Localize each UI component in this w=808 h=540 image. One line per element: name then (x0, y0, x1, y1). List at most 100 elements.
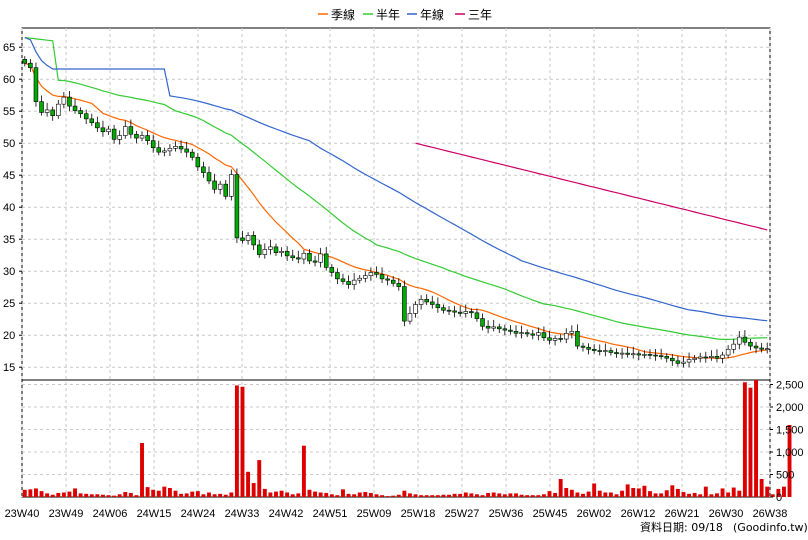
candle-body (759, 347, 764, 350)
candle-body (469, 311, 474, 314)
legend: 季線 半年 年線 三年 (318, 7, 492, 22)
volume-bar (190, 491, 195, 497)
volume-bar (765, 486, 770, 497)
time-tick-label: 25W09 (357, 508, 392, 520)
volume-tick-label: 2,000 (776, 402, 804, 414)
volume-bar (218, 493, 223, 497)
volume-bar (112, 495, 117, 497)
candle-body (223, 183, 229, 197)
volume-bar (61, 492, 66, 497)
legend-label-quarter: 季線 (331, 7, 355, 22)
time-tick-label: 25W27 (445, 508, 480, 520)
candle-body (390, 279, 396, 284)
volume-bar (313, 491, 318, 497)
volume-bar (497, 493, 502, 497)
price-tick-label: 60 (3, 74, 15, 86)
volume-bar (396, 494, 401, 497)
candle-body (167, 148, 173, 152)
quarter-ma-line (24, 62, 768, 359)
candle-body (106, 128, 111, 132)
candle-body (346, 281, 351, 285)
volume-tick-label: 1,000 (776, 447, 804, 459)
candle-body (190, 151, 195, 158)
candle-body (586, 347, 591, 350)
three-year-ma-line (415, 142, 768, 231)
volume-bar (45, 493, 50, 497)
volume-bar (636, 488, 641, 497)
time-tick-label: 24W51 (313, 508, 348, 520)
candle-body (368, 272, 374, 276)
candle-body (547, 337, 552, 341)
volume-bar (50, 494, 55, 497)
volume-bar (698, 494, 703, 497)
time-tick-label: 26W12 (621, 508, 656, 520)
volume-bar (692, 492, 697, 497)
candle-body (307, 252, 312, 262)
volume-bar (569, 489, 574, 497)
candle-body (764, 348, 770, 350)
candlesticks (22, 56, 770, 368)
candle-body (435, 304, 441, 308)
price-tick-label: 50 (3, 138, 15, 150)
volume-bar (368, 492, 373, 497)
volume-bar (279, 490, 284, 497)
volume-plot-frame (21, 379, 771, 498)
volume-bar (329, 494, 334, 497)
volume-bar (251, 483, 256, 497)
volume-bar (56, 492, 61, 497)
moving-average-lines (24, 37, 768, 359)
volume-bar (117, 494, 122, 497)
candle-body (156, 147, 162, 153)
volume-bar (558, 479, 563, 497)
volume-bar (100, 494, 105, 497)
volume-tick-label: 500 (776, 470, 794, 482)
volume-bar (525, 495, 530, 497)
volume-bar (318, 492, 323, 497)
volume-bar (675, 488, 680, 497)
candle-body (536, 332, 541, 336)
candle-body (22, 59, 28, 64)
volume-bar (547, 491, 552, 497)
candle-body (463, 311, 469, 314)
candle-body (519, 332, 524, 334)
candle-body (50, 109, 55, 116)
candle-body (83, 113, 89, 120)
volume-bar (184, 493, 189, 497)
volume-bar (502, 494, 507, 497)
volume-bar (648, 491, 652, 497)
candle-body (139, 135, 145, 139)
volume-bar (357, 492, 362, 497)
volume-bar (659, 493, 664, 497)
data-date-label: 資料日期: 09/18 (640, 520, 723, 534)
candle-body (290, 255, 295, 259)
candle-body (675, 360, 681, 364)
volume-bar (486, 492, 491, 497)
volume-bar (435, 495, 440, 497)
candle-body (173, 146, 178, 149)
candle-body (78, 110, 83, 115)
candle-body (530, 333, 536, 336)
volume-bar (424, 495, 429, 497)
candle-body (323, 253, 329, 268)
candle-body (619, 352, 625, 355)
candle-body (150, 140, 156, 148)
volume-bar (592, 483, 597, 497)
volume-bar (608, 492, 613, 497)
grid (21, 27, 771, 498)
candle-body (363, 275, 368, 279)
volume-bar (564, 488, 569, 497)
candle-body (128, 126, 134, 135)
volume-bar (715, 493, 719, 497)
volume-bar (128, 492, 133, 497)
volume-bar (419, 495, 424, 497)
volume-bar (469, 493, 474, 497)
time-tick-label: 24W42 (269, 508, 304, 520)
volume-bar (664, 490, 669, 497)
candle-body (251, 235, 256, 246)
candle-body (95, 122, 100, 129)
volume-bar (536, 495, 541, 497)
candle-body (39, 101, 44, 113)
candle-body (491, 326, 496, 329)
candle-body (374, 272, 379, 275)
year-ma-line (24, 37, 768, 322)
